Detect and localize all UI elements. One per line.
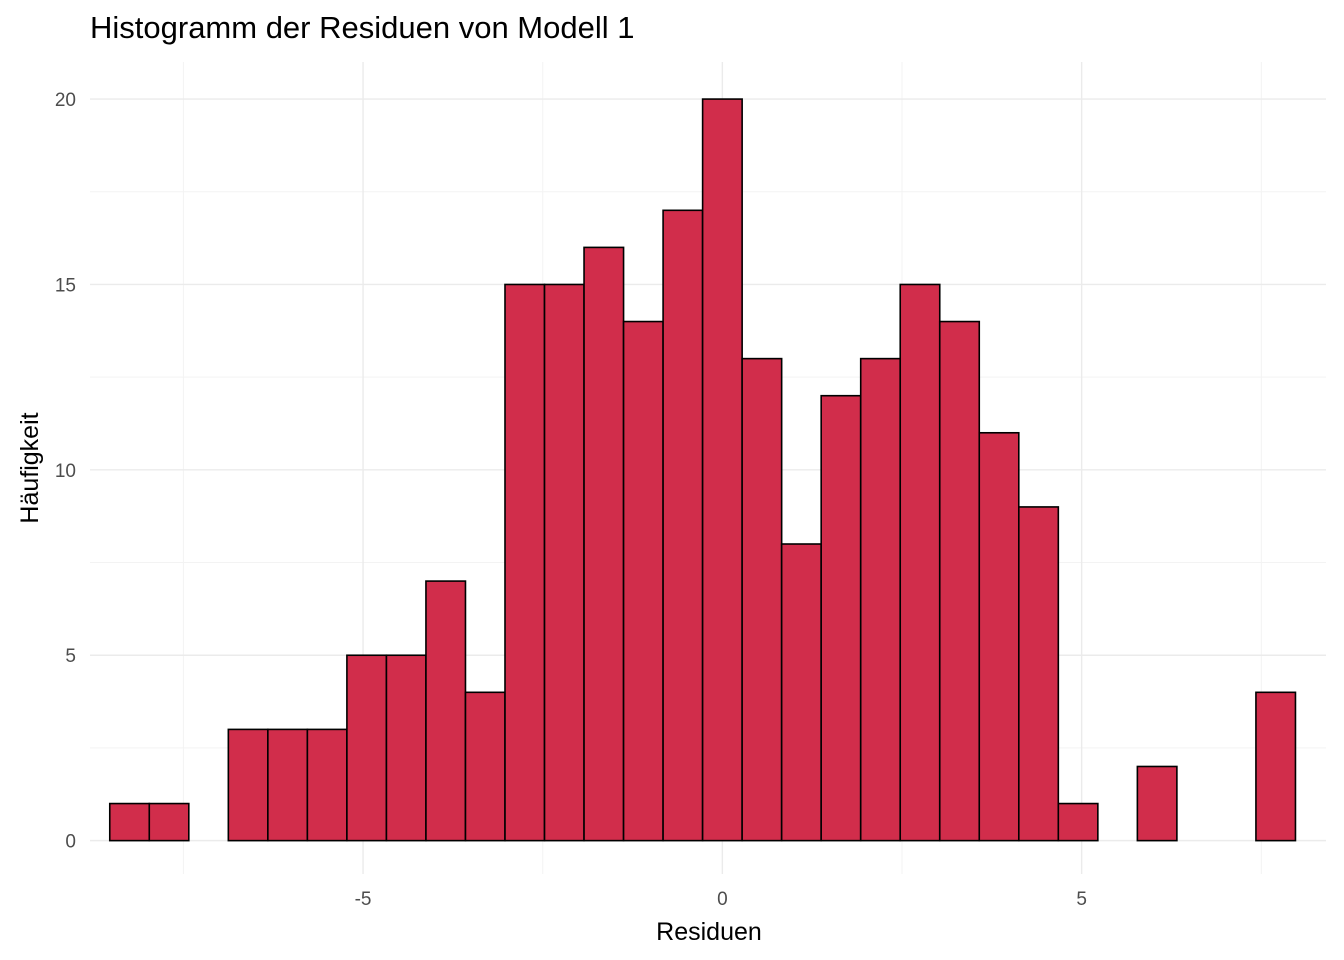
histogram-bar bbox=[346, 654, 388, 842]
histogram-bar bbox=[227, 728, 269, 842]
x-tick-label: -5 bbox=[355, 889, 372, 910]
histogram-bar bbox=[899, 283, 941, 842]
histogram-bar bbox=[504, 283, 546, 842]
histogram-bar bbox=[1136, 765, 1178, 842]
x-axis-ticks: -5 0 5 bbox=[355, 889, 1087, 910]
histogram-bars bbox=[108, 98, 1297, 842]
y-axis-ticks: 0 5 10 15 20 bbox=[55, 90, 76, 853]
histogram-bar bbox=[741, 357, 783, 842]
histogram-bar bbox=[1017, 506, 1060, 842]
histogram-bar bbox=[938, 320, 981, 842]
histogram-bar bbox=[267, 728, 309, 842]
histogram-bar bbox=[701, 98, 743, 842]
histogram-bar bbox=[978, 431, 1020, 842]
histogram-bar bbox=[1255, 691, 1297, 842]
x-tick-label: 0 bbox=[717, 889, 728, 910]
y-tick-label: 15 bbox=[55, 275, 76, 296]
y-tick-label: 0 bbox=[65, 832, 76, 853]
histogram-bar bbox=[543, 283, 585, 842]
chart-title: Histogramm der Residuen von Modell 1 bbox=[90, 10, 635, 45]
histogram-bar bbox=[780, 543, 822, 842]
y-tick-label: 10 bbox=[55, 461, 76, 482]
x-axis-title: Residuen bbox=[656, 918, 762, 946]
histogram-bar bbox=[1057, 802, 1099, 842]
y-tick-label: 20 bbox=[55, 90, 76, 111]
histogram-bar bbox=[662, 209, 704, 842]
histogram-bar bbox=[108, 802, 151, 842]
histogram-bar bbox=[820, 394, 862, 842]
x-tick-label: 5 bbox=[1076, 889, 1087, 910]
histogram-bar bbox=[148, 802, 190, 842]
histogram-bar bbox=[425, 580, 467, 842]
histogram-bar bbox=[583, 246, 625, 842]
histogram-bar bbox=[385, 654, 427, 842]
y-tick-label: 5 bbox=[65, 646, 76, 667]
histogram-bar bbox=[306, 728, 348, 842]
histogram-bar bbox=[622, 320, 664, 842]
histogram-bar bbox=[859, 357, 902, 842]
histogram-bar bbox=[464, 691, 506, 842]
y-axis-title: Häufigkeit bbox=[16, 412, 44, 523]
